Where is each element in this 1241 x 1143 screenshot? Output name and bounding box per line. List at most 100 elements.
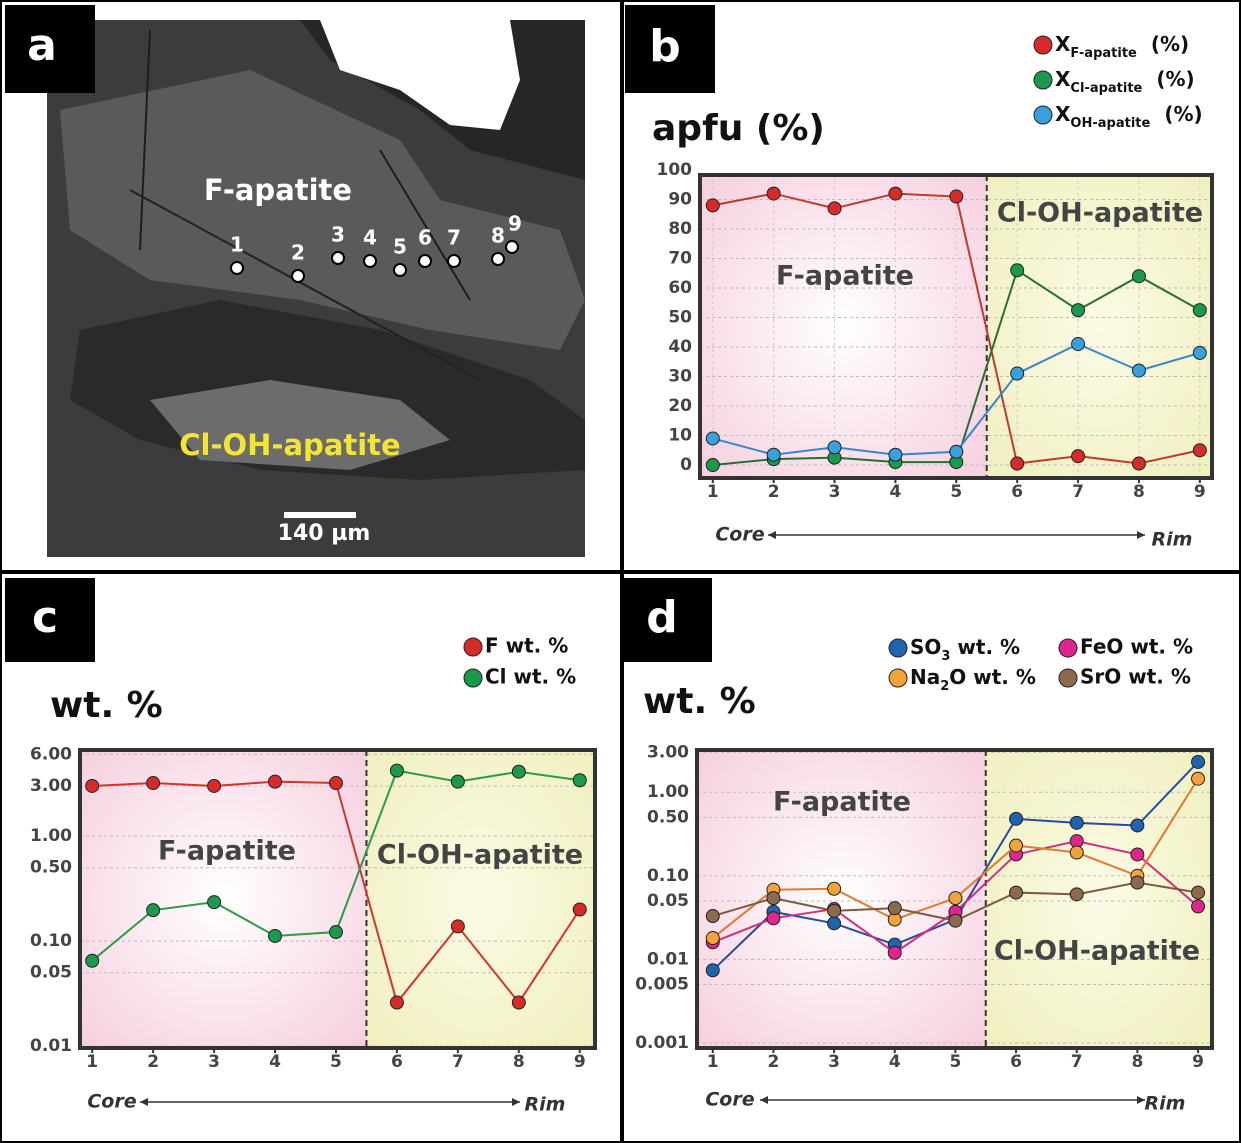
- core-label: Core: [705, 1089, 754, 1111]
- data-point: [828, 904, 841, 917]
- panel-letter: c: [32, 592, 58, 643]
- legend-label-part: O wt. %: [949, 665, 1036, 689]
- data-point: [390, 996, 403, 1009]
- x-tick-label: 3: [829, 482, 841, 502]
- analysis-point: [419, 255, 431, 267]
- y-tick-label: 30: [668, 367, 692, 387]
- data-point: [1131, 819, 1144, 832]
- legend-label-part: X: [1055, 67, 1071, 91]
- data-point: [573, 774, 586, 787]
- data-point: [1070, 816, 1083, 829]
- legend-label-part: wt. %: [950, 635, 1020, 659]
- region-label: F-apatite: [158, 836, 296, 867]
- y-tick-label: 0.50: [647, 807, 689, 827]
- legend-marker: [1059, 669, 1077, 687]
- data-point: [1070, 888, 1083, 901]
- y-tick-label: 80: [668, 219, 692, 239]
- region-bg: [986, 750, 1212, 1048]
- y-tick-label: 6.00: [30, 744, 72, 764]
- data-point: [1010, 886, 1023, 899]
- legend-label-part: X: [1055, 32, 1071, 56]
- rim-label: Rim: [525, 1094, 566, 1116]
- data-point: [1192, 755, 1205, 768]
- point-label: 3: [331, 223, 345, 247]
- y-tick-label: 60: [668, 278, 692, 298]
- y-tick-label: 0.10: [30, 931, 72, 951]
- data-point: [329, 926, 342, 939]
- analysis-point: [506, 241, 518, 253]
- x-tick-label: 7: [1072, 482, 1084, 502]
- y-tick-label: 0.001: [635, 1033, 689, 1053]
- data-point: [1132, 457, 1145, 470]
- data-point: [706, 932, 719, 945]
- data-point: [512, 996, 525, 1009]
- data-point: [828, 441, 841, 454]
- data-point: [1072, 450, 1085, 463]
- x-tick-label: 5: [330, 1052, 342, 1072]
- legend-label-part: X: [1055, 102, 1071, 126]
- legend-label-part: (%): [1156, 67, 1194, 91]
- x-tick-label: 8: [1133, 482, 1145, 502]
- analysis-point: [292, 270, 304, 282]
- legend-label: XF-apatite(%): [1055, 32, 1189, 61]
- x-tick-label: 1: [707, 482, 719, 502]
- data-point: [767, 448, 780, 461]
- panel-letter: a: [27, 20, 57, 71]
- x-tick-label: 4: [890, 482, 902, 502]
- region-label: F-apatite: [204, 173, 352, 207]
- y-tick-label: 50: [668, 308, 692, 328]
- region-label: Cl-OH-apatite: [179, 428, 400, 462]
- scale-label: 140 µm: [278, 521, 371, 546]
- data-point: [828, 917, 841, 930]
- data-point: [269, 929, 282, 942]
- x-tick-label: 1: [86, 1052, 98, 1072]
- legend-label: Cl wt. %: [485, 665, 576, 689]
- legend-label: Na2O wt. %: [910, 665, 1036, 694]
- legend-marker: [464, 638, 482, 656]
- x-tick-label: 9: [1192, 1052, 1204, 1072]
- data-point: [828, 202, 841, 215]
- y-tick-label: 0.01: [647, 949, 689, 969]
- legend-label-part: F-apatite: [1070, 46, 1137, 61]
- legend-marker: [1059, 639, 1077, 657]
- y-tick-label: 1.00: [30, 826, 72, 846]
- data-point: [86, 779, 99, 792]
- region-label: F-apatite: [773, 787, 911, 818]
- x-tick-label: 6: [1010, 1052, 1022, 1072]
- data-point: [1132, 364, 1145, 377]
- data-point: [767, 187, 780, 200]
- y-tick-label: 1.00: [647, 782, 689, 802]
- data-point: [706, 964, 719, 977]
- y-tick-label: 3.00: [30, 776, 72, 796]
- x-tick-label: 9: [1194, 482, 1206, 502]
- analysis-point: [448, 255, 460, 267]
- region-bg: [80, 750, 366, 1048]
- data-point: [706, 199, 719, 212]
- x-tick-label: 2: [768, 482, 780, 502]
- x-tick-label: 6: [391, 1052, 403, 1072]
- region-label: Cl-OH-apatite: [377, 840, 583, 871]
- legend-label-part: Cl-apatite: [1070, 81, 1142, 96]
- y-tick-label: 40: [668, 337, 692, 357]
- legend-marker: [464, 669, 482, 687]
- data-point: [390, 764, 403, 777]
- data-point: [889, 187, 902, 200]
- legend-label-part: 3: [941, 649, 950, 664]
- point-label: 7: [447, 226, 461, 250]
- y-tick-label: 0.10: [647, 866, 689, 886]
- data-point: [1192, 772, 1205, 785]
- data-point: [512, 765, 525, 778]
- y-tick-label: 100: [657, 160, 693, 180]
- x-tick-label: 7: [452, 1052, 464, 1072]
- legend-label-part: 2: [940, 679, 949, 694]
- data-point: [888, 946, 901, 959]
- data-point: [1193, 346, 1206, 359]
- y-tick-label: 70: [668, 248, 692, 268]
- data-point: [1072, 304, 1085, 317]
- analysis-point: [394, 264, 406, 276]
- x-tick-label: 2: [147, 1052, 159, 1072]
- data-point: [269, 775, 282, 788]
- x-tick-label: 5: [949, 1052, 961, 1072]
- data-point: [147, 904, 160, 917]
